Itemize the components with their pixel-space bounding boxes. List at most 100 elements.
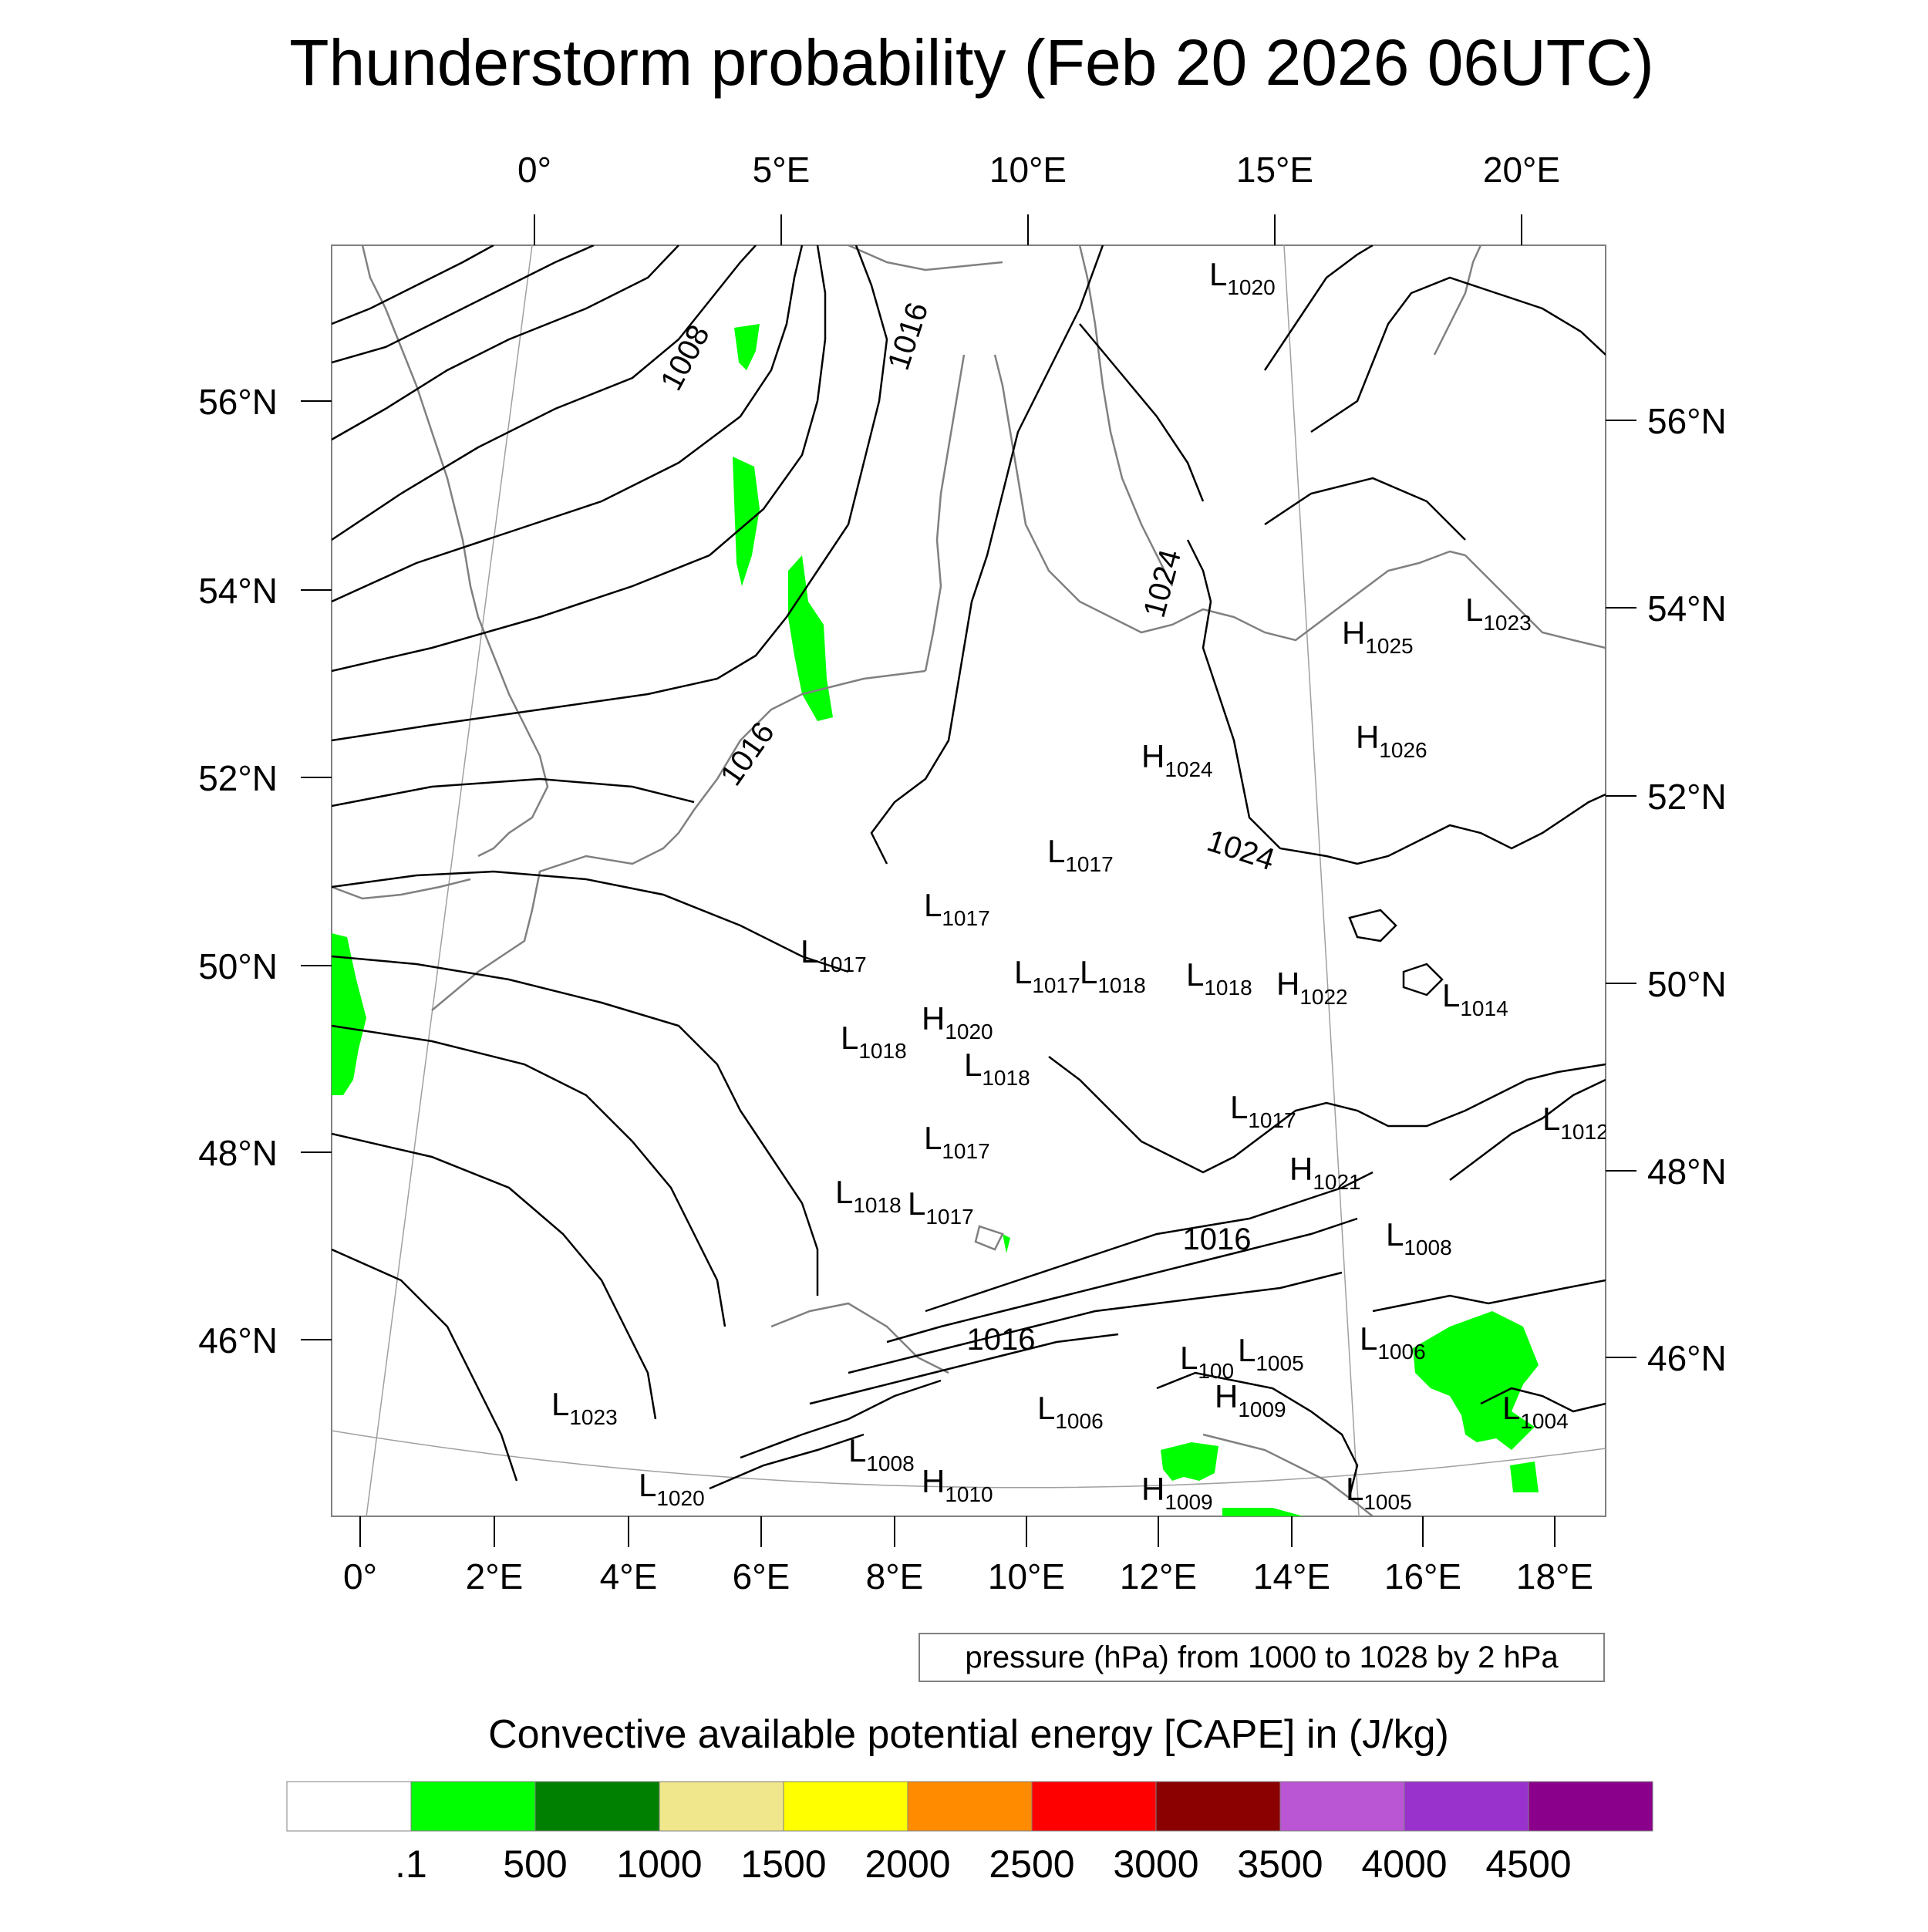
pressure-center-low: L1017 — [801, 933, 867, 976]
pressure-center-type: L — [1542, 1101, 1560, 1137]
tick-marks — [301, 214, 1636, 1547]
contour-info-text: pressure (hPa) from 1000 to 1028 by 2 hP… — [965, 1640, 1559, 1674]
left-lat-label-48n: 48°N — [198, 1133, 278, 1173]
isobar-4 — [332, 245, 804, 603]
coast-britain-south — [332, 878, 471, 900]
left-lat-label-52n: 52°N — [198, 758, 278, 798]
pressure-center-low: L1023 — [1465, 592, 1532, 635]
pressure-center-value: 1005 — [1256, 1351, 1303, 1375]
pressure-center-value: 1017 — [818, 953, 866, 976]
left-lat-labels: 56°N 54°N 52°N 50°N 48°N 46°N — [198, 382, 278, 1360]
pressure-center-low: L1017 — [924, 887, 990, 930]
pressure-center-type: L — [1442, 977, 1460, 1013]
pressure-center-high: H1009 — [1141, 1471, 1213, 1514]
cape-area-alps — [1003, 1234, 1010, 1253]
pressure-center-type: L — [1386, 1216, 1404, 1253]
colorbar-label: .1 — [395, 1843, 427, 1886]
left-lat-label-54n: 54°N — [198, 571, 278, 611]
pressure-center-type: H — [1215, 1378, 1238, 1414]
coast-britain-east — [361, 245, 549, 858]
bottom-lon-label-10e: 10°E — [988, 1556, 1065, 1597]
pressure-center-type: L — [1186, 956, 1204, 993]
pressure-center-type: H — [1342, 615, 1365, 651]
pressure-center-type: L — [1047, 833, 1065, 869]
pressure-center-value: 1018 — [1097, 973, 1145, 997]
colorbar-label: 1000 — [616, 1843, 702, 1886]
pressure-center-value: 1021 — [1313, 1170, 1360, 1194]
pressure-center-value: 1006 — [1377, 1340, 1425, 1364]
isobar-18 — [848, 1271, 1343, 1374]
pressure-center-type: H — [1289, 1151, 1313, 1187]
isobar-17 — [886, 1217, 1358, 1344]
pressure-center-value: 1017 — [942, 906, 989, 930]
pressure-center-low: L1005 — [1346, 1471, 1412, 1514]
isobar-11 — [332, 1248, 518, 1482]
pressure-center-high: H1024 — [1141, 738, 1213, 781]
colorbar-label: 2500 — [989, 1843, 1074, 1886]
colorbar-swatch — [286, 1781, 412, 1832]
pressure-center-low: L1017 — [1047, 833, 1114, 876]
pressure-center-value: 1018 — [853, 1193, 901, 1217]
pressure-center-high: H1020 — [922, 1000, 993, 1044]
colorbar-label: 4000 — [1361, 1843, 1447, 1886]
pressure-center-low: L1018 — [835, 1174, 902, 1217]
colorbar-swatch — [907, 1781, 1033, 1832]
coast-adriatic — [1202, 1433, 1374, 1516]
isobar-16 — [1048, 1056, 1606, 1174]
colorbar-label: 3000 — [1113, 1843, 1198, 1886]
pressure-center-value: 1023 — [569, 1405, 617, 1429]
pressure-center-type: L — [841, 1020, 858, 1056]
colorbar-label: 3500 — [1237, 1843, 1323, 1886]
isobar-label-1016-alps-west: 1016 — [967, 1323, 1036, 1357]
pressure-center-value: 1008 — [866, 1452, 914, 1475]
colorbar-labels: .1 500 1000 1500 2000 2500 3000 3500 4000 4500 — [395, 1843, 1571, 1886]
isobar-label-1016-alps-east: 1016 — [1183, 1222, 1252, 1256]
pressure-center-type: H — [922, 1000, 945, 1037]
isobar-25 — [1480, 1387, 1606, 1413]
bottom-lon-label-8e: 8°E — [866, 1556, 924, 1597]
pressure-center-type: H — [1276, 966, 1299, 1002]
isobar-9 — [332, 1024, 726, 1327]
coast-lake-1 — [974, 1225, 1004, 1251]
isobar-13 — [1079, 323, 1205, 502]
isobar-1016b — [870, 245, 1104, 865]
right-lat-label-46n: 46°N — [1647, 1338, 1727, 1378]
pressure-center-type: L — [1014, 954, 1032, 990]
pressure-center-value: 1025 — [1365, 634, 1413, 658]
bottom-lon-label-6e: 6°E — [733, 1556, 790, 1597]
pressure-center-low: L1023 — [551, 1386, 618, 1429]
right-lat-label-54n: 54°N — [1647, 588, 1727, 629]
pressure-center-type: L — [964, 1047, 982, 1083]
top-lon-label-20e: 20°E — [1483, 150, 1560, 190]
isobar-1 — [332, 245, 494, 325]
pressure-center-low: L1008 — [848, 1432, 915, 1475]
contour-info-box — [918, 1633, 1605, 1682]
cape-area-italy — [1222, 1508, 1303, 1516]
pressure-center-type: L — [1180, 1340, 1198, 1376]
map-frame — [331, 244, 1606, 1517]
cape-area-balkans — [1510, 1462, 1539, 1492]
left-lat-label-56n: 56°N — [198, 382, 278, 422]
pressure-center-type: L — [1080, 954, 1097, 990]
cape-area-adriatic — [1161, 1442, 1218, 1481]
colorbar-swatch — [1404, 1781, 1529, 1832]
isobar-27 — [1402, 963, 1444, 996]
top-lon-labels: 0° 5°E 10°E 15°E 20°E — [517, 150, 1560, 190]
bottom-lon-label-0: 0° — [343, 1556, 377, 1597]
pressure-center-value: 1020 — [656, 1486, 704, 1510]
right-lat-label-48n: 48°N — [1647, 1151, 1727, 1192]
pressure-center-type: L — [639, 1467, 656, 1503]
pressure-center-type: L — [908, 1185, 925, 1222]
pressure-center-type: H — [922, 1463, 945, 1499]
top-lon-label-10e: 10°E — [989, 150, 1067, 190]
pressure-center-value: 1024 — [1165, 757, 1212, 781]
isobar-21 — [709, 1433, 865, 1490]
isobar-10 — [332, 1132, 657, 1420]
pressure-center-value: 1010 — [945, 1482, 993, 1506]
pressure-center-type: L — [1238, 1332, 1256, 1368]
cape-areas — [332, 324, 1539, 1516]
right-lat-label-56n: 56°N — [1647, 401, 1727, 441]
colorbar-swatch — [1155, 1781, 1281, 1832]
pressure-center-value: 1017 — [1248, 1108, 1296, 1132]
pressure-center-value: 1006 — [1055, 1409, 1103, 1433]
